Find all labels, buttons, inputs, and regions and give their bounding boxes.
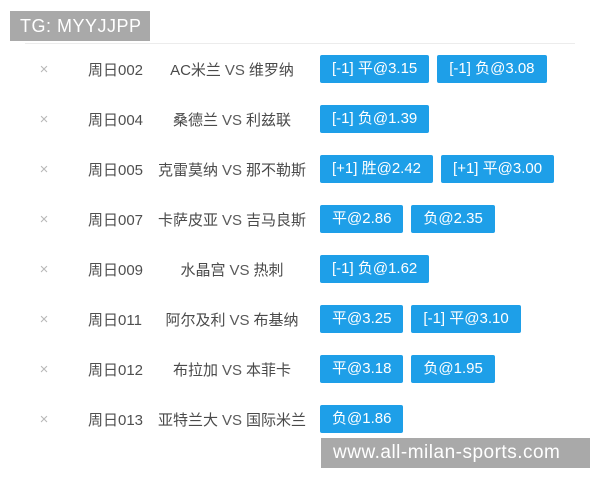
- watermark: www.all-milan-sports.com: [321, 438, 590, 468]
- match-teams: 水晶宫 VS 热刺: [146, 259, 318, 280]
- match-id: 周日011: [88, 311, 142, 329]
- match-teams: 桑德兰 VS 利兹联: [146, 109, 318, 130]
- home-team: 亚特兰大: [157, 411, 218, 429]
- away-team: 利兹联: [246, 111, 292, 129]
- odds-button[interactable]: [-1] 负@3.08: [437, 55, 547, 83]
- vs-label: VS: [221, 161, 242, 179]
- vs-label: VS: [224, 61, 245, 79]
- odds-button[interactable]: [-1] 负@1.62: [320, 255, 430, 283]
- match-teams: AC米兰 VS 维罗纳: [146, 59, 318, 80]
- match-id: 周日012: [88, 361, 144, 379]
- odds-group: 平@3.25 [-1] 平@3.10: [320, 305, 521, 333]
- home-team: 水晶宫: [180, 261, 226, 279]
- vs-label: VS: [221, 111, 242, 129]
- odds-button[interactable]: [-1] 负@1.39: [320, 105, 430, 133]
- away-team: 本菲卡: [246, 361, 292, 379]
- match-teams: 阿尔及利 VS 布基纳: [146, 309, 318, 330]
- remove-match-button[interactable]: ×: [39, 310, 49, 328]
- match-id: 周日005: [88, 161, 144, 179]
- header-divider: [25, 43, 575, 44]
- remove-match-button[interactable]: ×: [39, 210, 49, 228]
- remove-match-button[interactable]: ×: [39, 260, 49, 278]
- match-list: × 周日002 AC米兰 VS 维罗纳 [-1] 平@3.15 [-1] 负@3.0…: [0, 44, 600, 444]
- odds-button[interactable]: [+1] 平@3.00: [441, 155, 555, 183]
- home-team: 克雷莫纳: [157, 161, 218, 179]
- table-row: × 周日004 桑德兰 VS 利兹联 [-1] 负@1.39: [0, 94, 600, 144]
- odds-button[interactable]: 负@1.95: [411, 355, 495, 383]
- table-row: × 周日002 AC米兰 VS 维罗纳 [-1] 平@3.15 [-1] 负@3.0…: [0, 44, 600, 94]
- odds-button[interactable]: 平@3.18: [320, 355, 404, 383]
- vs-label: VS: [221, 411, 242, 429]
- home-team: 阿尔及利: [165, 311, 226, 329]
- away-team: 国际米兰: [246, 411, 307, 429]
- match-id: 周日013: [88, 411, 144, 429]
- odds-group: 平@2.86 负@2.35: [320, 205, 495, 233]
- remove-match-button[interactable]: ×: [39, 110, 49, 128]
- away-team: 布基纳: [253, 311, 299, 329]
- table-row: × 周日005 克雷莫纳 VS 那不勒斯 [+1] 胜@2.42 [+1] 平@3.…: [0, 144, 600, 194]
- remove-match-button[interactable]: ×: [39, 410, 49, 428]
- match-teams: 卡萨皮亚 VS 吉马良斯: [146, 209, 318, 230]
- match-teams: 亚特兰大 VS 国际米兰: [146, 409, 318, 430]
- odds-button[interactable]: 负@1.86: [320, 405, 404, 433]
- vs-label: VS: [221, 361, 242, 379]
- remove-match-button[interactable]: ×: [39, 160, 49, 178]
- home-team: 卡萨皮亚: [157, 211, 218, 229]
- match-id: 周日009: [88, 261, 144, 279]
- odds-group: [-1] 负@1.39: [320, 105, 430, 133]
- odds-button[interactable]: [-1] 平@3.15: [320, 55, 430, 83]
- odds-group: 负@1.86: [320, 405, 404, 433]
- away-team: 那不勒斯: [246, 161, 307, 179]
- match-id: 周日007: [88, 211, 144, 229]
- away-team: 热刺: [253, 261, 284, 279]
- away-team: 吉马良斯: [246, 211, 307, 229]
- home-team: AC米兰: [170, 61, 221, 79]
- vs-label: VS: [229, 311, 250, 329]
- match-id: 周日002: [88, 61, 144, 79]
- remove-match-button[interactable]: ×: [39, 60, 49, 78]
- odds-group: [-1] 平@3.15 [-1] 负@3.08: [320, 55, 547, 83]
- match-teams: 布拉加 VS 本菲卡: [146, 359, 318, 380]
- table-row: × 周日011 阿尔及利 VS 布基纳 平@3.25 [-1] 平@3.10: [0, 294, 600, 344]
- vs-label: VS: [221, 211, 242, 229]
- home-team: 桑德兰: [172, 111, 218, 129]
- table-row: × 周日013 亚特兰大 VS 国际米兰 负@1.86: [0, 394, 600, 444]
- odds-group: [-1] 负@1.62: [320, 255, 430, 283]
- match-id: 周日004: [88, 111, 144, 129]
- table-row: × 周日009 水晶宫 VS 热刺 [-1] 负@1.62: [0, 244, 600, 294]
- odds-button[interactable]: [-1] 平@3.10: [411, 305, 521, 333]
- match-teams: 克雷莫纳 VS 那不勒斯: [146, 159, 318, 180]
- table-row: × 周日012 布拉加 VS 本菲卡 平@3.18 负@1.95: [0, 344, 600, 394]
- odds-button[interactable]: 平@2.86: [320, 205, 404, 233]
- remove-match-button[interactable]: ×: [39, 360, 49, 378]
- odds-button[interactable]: 平@3.25: [320, 305, 404, 333]
- tg-banner: TG: MYYJJPP: [10, 11, 150, 41]
- home-team: 布拉加: [172, 361, 218, 379]
- odds-button[interactable]: [+1] 胜@2.42: [320, 155, 434, 183]
- away-team: 维罗纳: [248, 61, 294, 79]
- odds-button[interactable]: 负@2.35: [411, 205, 495, 233]
- vs-label: VS: [229, 261, 250, 279]
- odds-group: [+1] 胜@2.42 [+1] 平@3.00: [320, 155, 555, 183]
- table-row: × 周日007 卡萨皮亚 VS 吉马良斯 平@2.86 负@2.35: [0, 194, 600, 244]
- odds-group: 平@3.18 负@1.95: [320, 355, 495, 383]
